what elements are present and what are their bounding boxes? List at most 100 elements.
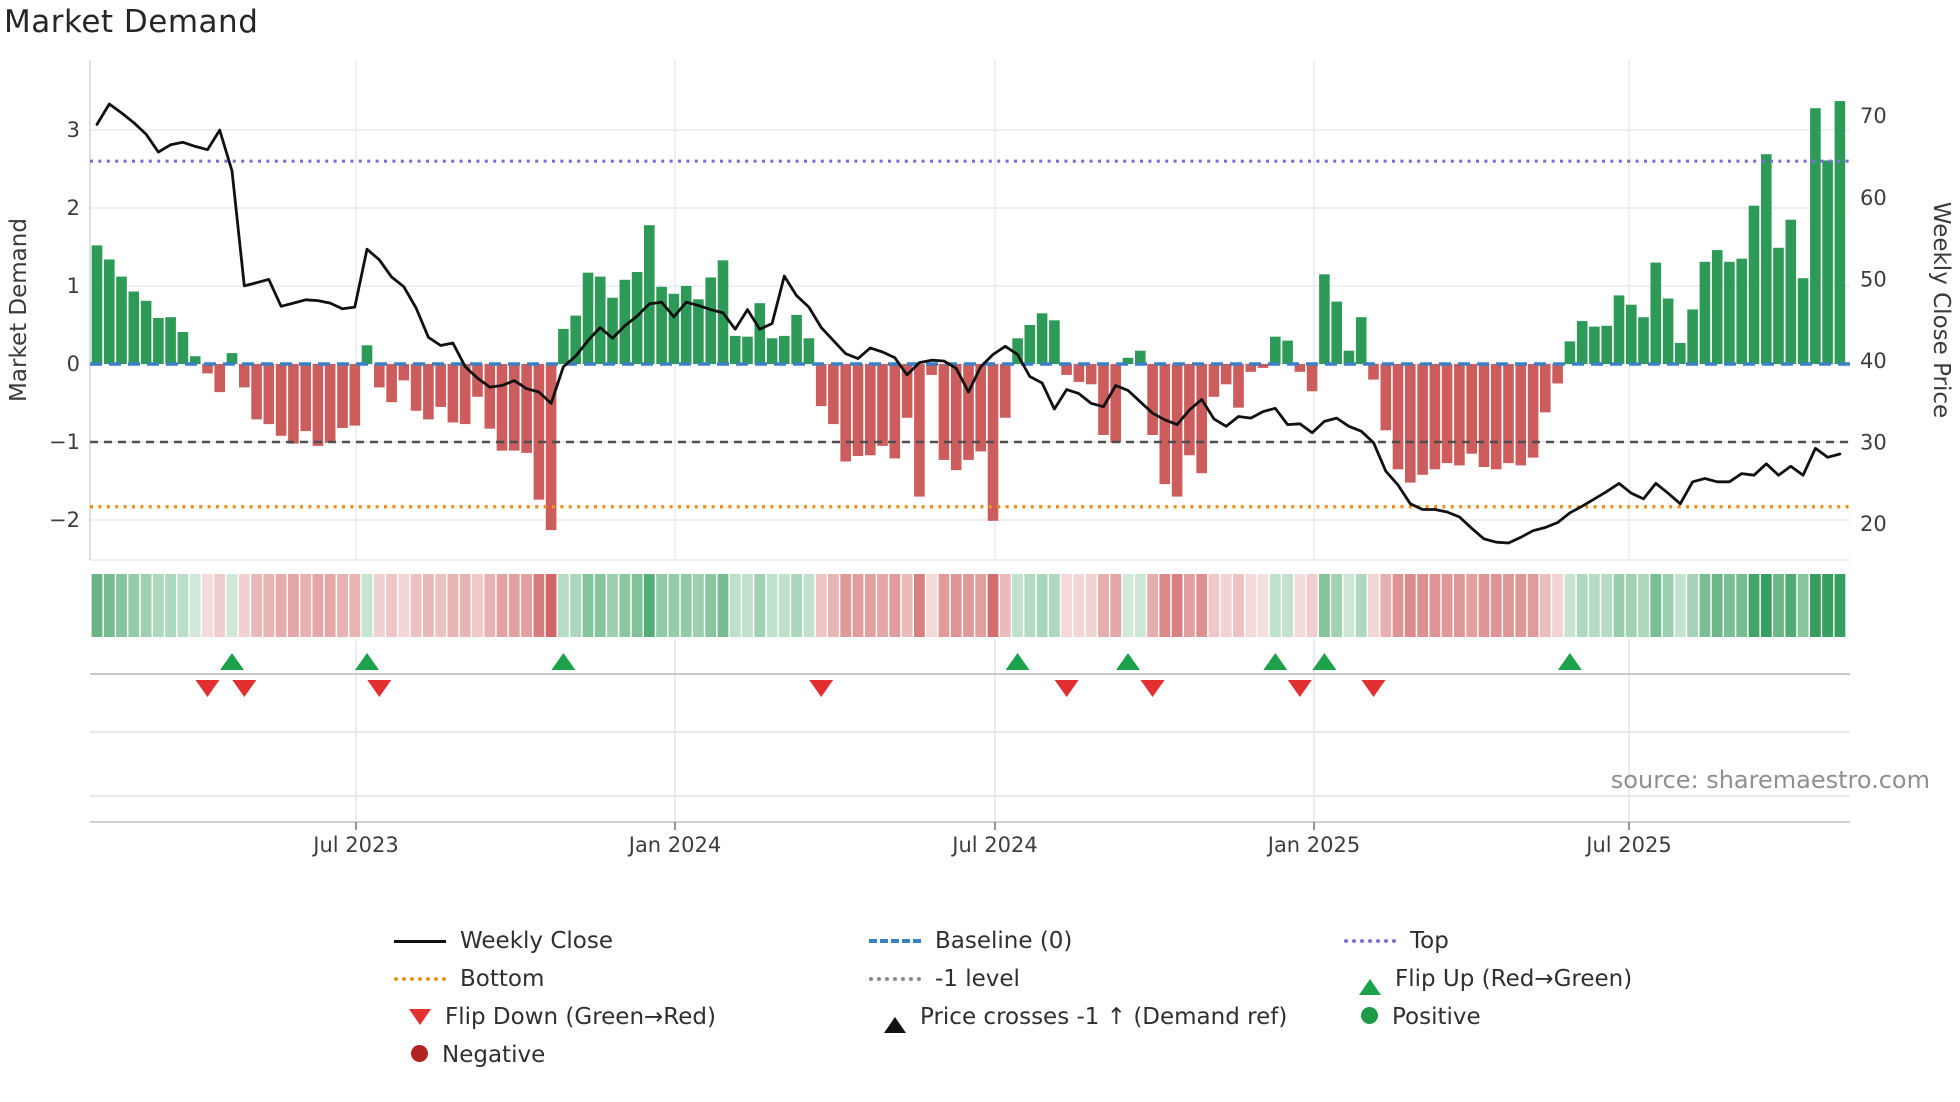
demand-bar: [1417, 364, 1428, 475]
heat-cell: [1159, 574, 1171, 637]
demand-bar: [484, 364, 496, 429]
demand-bar: [1061, 364, 1072, 375]
demand-bar: [288, 364, 299, 444]
demand-bar: [1748, 205, 1760, 364]
flip-down-icon: [1361, 680, 1386, 697]
heat-cell: [668, 574, 680, 637]
right-axis-title: Weekly Close Price: [1928, 202, 1954, 418]
demand-bar: [1147, 364, 1158, 435]
demand-bar: [1589, 326, 1600, 364]
demand-bar: [263, 364, 275, 425]
demand-bar: [1810, 108, 1821, 364]
x-tick-label: Jan 2024: [627, 833, 722, 857]
demand-bar: [803, 338, 815, 364]
heat-cell: [1245, 574, 1257, 637]
heat-cell: [631, 574, 643, 637]
demand-bar: [950, 364, 962, 471]
heat-cell: [1613, 574, 1625, 637]
demand-bar: [447, 364, 459, 423]
heat-cell: [1503, 574, 1514, 637]
demand-bar: [570, 315, 581, 364]
heat-cell: [1773, 574, 1784, 637]
heat-cell: [582, 574, 594, 637]
heat-cell: [202, 574, 213, 637]
demand-bar: [1675, 342, 1686, 364]
heat-cell: [803, 574, 815, 637]
heat-cell: [1515, 574, 1527, 637]
demand-bar: [423, 364, 434, 420]
demand-bar: [1490, 364, 1502, 470]
heat-cell: [1638, 574, 1649, 637]
heat-cell: [1196, 574, 1208, 637]
heat-cell: [1122, 574, 1134, 637]
heat-cell: [1454, 574, 1465, 637]
heat-cell: [153, 574, 164, 637]
demand-bar: [754, 303, 766, 364]
heat-cell: [1797, 574, 1809, 637]
demand-bar: [275, 364, 287, 436]
demand-bar: [1122, 357, 1134, 364]
demand-bars: [91, 101, 1846, 531]
demand-bar: [1527, 364, 1539, 458]
heat-cell: [742, 574, 753, 637]
demand-bar: [1515, 364, 1527, 466]
heat-cell: [1650, 574, 1662, 637]
heat-cell: [251, 574, 262, 637]
demand-bar: [607, 297, 618, 364]
y2-tick-label: 70: [1860, 104, 1887, 128]
heat-cell: [1539, 574, 1551, 637]
heat-cell: [165, 574, 176, 637]
demand-bar: [1638, 317, 1649, 364]
demand-bar: [300, 364, 311, 432]
demand-bar: [435, 364, 446, 407]
demand-bar: [865, 364, 876, 456]
heat-cell: [1674, 574, 1686, 637]
heat-cell: [840, 574, 852, 637]
flip-up-icon: [1312, 653, 1337, 670]
flip-down-icon: [367, 680, 392, 697]
heat-cell: [508, 574, 520, 637]
heat-cell: [558, 574, 569, 637]
heat-cell: [828, 574, 839, 637]
demand-bar: [558, 328, 569, 364]
heat-cell: [1748, 574, 1760, 637]
heat-cell: [496, 574, 508, 637]
heat-cell: [1404, 574, 1416, 637]
flip-up-icon: [220, 653, 245, 670]
heat-cell: [1282, 574, 1293, 637]
demand-bar: [374, 364, 385, 388]
demand-bar: [1171, 364, 1183, 497]
heat-cell: [791, 574, 802, 637]
heat-cell: [288, 574, 299, 637]
y2-tick-label: 40: [1860, 349, 1887, 373]
heat-cell: [987, 574, 999, 637]
demand-bar: [1233, 364, 1244, 408]
demand-bar: [680, 286, 692, 364]
heat-cell: [914, 574, 925, 637]
heat-cell: [926, 574, 937, 637]
demand-bar: [239, 364, 250, 388]
demand-bar: [1282, 340, 1293, 364]
heat-cell: [1147, 574, 1158, 637]
heat-cell: [1319, 574, 1330, 637]
heat-cell: [1134, 574, 1146, 637]
demand-bar: [815, 364, 827, 407]
heat-cell: [1490, 574, 1502, 637]
right-axis-ticks: 70 60 50 40 30 20: [1860, 104, 1887, 536]
heat-cell: [1024, 574, 1036, 637]
demand-bar: [840, 364, 851, 462]
demand-bar: [140, 300, 152, 364]
heat-cell: [140, 574, 152, 637]
demand-bar: [509, 364, 520, 451]
demand-bar: [1110, 364, 1121, 443]
heat-cell: [1564, 574, 1576, 637]
demand-bar: [1441, 364, 1453, 464]
flip-down-icon: [1054, 680, 1079, 697]
heat-cell: [1478, 574, 1490, 637]
heat-cell: [1380, 574, 1392, 637]
heat-cell: [324, 574, 336, 637]
heat-cell: [1098, 574, 1109, 637]
demand-bar: [1012, 338, 1023, 364]
heat-cell: [1699, 574, 1711, 637]
